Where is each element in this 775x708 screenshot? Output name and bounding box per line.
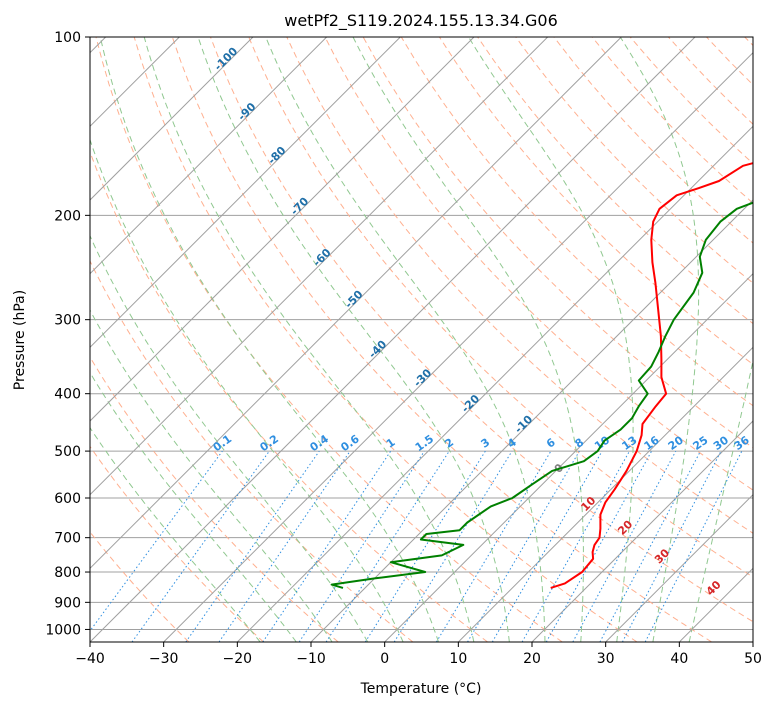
dry-adiabat-line: [133, 37, 638, 642]
mixing-ratio-line: [185, 450, 320, 642]
x-tick-label: 0: [380, 651, 389, 667]
mixing-ratio-line: [393, 450, 513, 642]
moist-adiabat-line: [90, 138, 404, 642]
dry-adiabat-line: [171, 37, 712, 642]
mixing-ratio-line: [491, 450, 603, 642]
dry-adiabats: [90, 37, 753, 642]
y-tick-label: 900: [54, 595, 81, 611]
y-axis-title: Pressure (hPa): [12, 290, 28, 390]
y-axis: 100 200 300 400 500 600 700 800 900 1000: [45, 30, 90, 638]
x-tick-label: −10: [296, 651, 326, 667]
moist-adiabat-line: [99, 37, 439, 642]
moist-adiabat-line: [90, 426, 261, 642]
isotherm-line: [605, 493, 753, 642]
x-tick-label: −20: [223, 651, 253, 667]
dry-adiabat-line: [286, 37, 753, 534]
moist-adiabat-line: [90, 371, 297, 642]
dry-adiabat-line: [90, 445, 264, 642]
y-tick-label: 600: [54, 491, 81, 507]
isotherm-line: [90, 37, 254, 201]
isotherm-line: [90, 37, 696, 642]
x-tick-label: 30: [597, 651, 615, 667]
moist-adiabat-line: [688, 358, 753, 642]
dewpoint-profile: [330, 201, 753, 589]
dry-adiabat-line: [90, 356, 339, 642]
y-tick-label: 200: [54, 208, 81, 224]
y-tick-label: 1000: [45, 622, 81, 638]
y-tick-label: 300: [54, 313, 81, 329]
isotherm-line: [236, 125, 753, 642]
isotherm-line: [163, 51, 753, 642]
dry-adiabat-line: [95, 37, 563, 642]
isotherm-line: [90, 37, 401, 349]
plot-area: 0.1 0.2 0.4 0.6 1 1.5 2 3 4 6 8 10 13 16 20 25 30 36 -100…: [90, 37, 753, 642]
isotherm-grid: [90, 37, 753, 642]
moist-adiabat-line: [265, 37, 546, 642]
isotherm-line: [457, 346, 753, 642]
dry-adiabat-line: [515, 37, 753, 284]
y-tick-label: 400: [54, 387, 81, 403]
mixing-ratio-line: [218, 450, 351, 642]
y-tick-label: 500: [54, 444, 81, 460]
sounding-series: [330, 162, 753, 589]
y-tick-label: 100: [54, 30, 81, 46]
x-axis-title: Temperature (°C): [360, 681, 482, 697]
isotherm-line: [384, 272, 753, 642]
moist-adiabat-line: [143, 37, 475, 642]
mixing-ratio-line: [435, 450, 552, 642]
x-tick-label: 50: [744, 651, 762, 667]
x-axis: −40 −30 −20 −10 0 10 20 30 40 50: [75, 642, 762, 667]
x-tick-label: 10: [449, 651, 467, 667]
mixing-ratio-line: [325, 450, 450, 642]
isotherm-line: [90, 37, 622, 570]
x-tick-label: 20: [523, 651, 541, 667]
moist-adiabat-line: [352, 37, 584, 642]
moist-adiabat-line: [90, 234, 369, 642]
y-tick-label: 700: [54, 531, 81, 547]
mixing-ratio-line: [572, 450, 677, 642]
isotherm-line: [90, 37, 328, 275]
dry-adiabat-line: [248, 37, 753, 578]
mixing-ratio-line: [467, 450, 580, 642]
x-tick-label: −40: [75, 651, 105, 667]
y-tick-label: 800: [54, 565, 81, 581]
isotherm-line: [310, 199, 753, 642]
plot-frame: [89, 36, 754, 643]
mixing-ratio-line: [521, 450, 630, 642]
mixing-ratio-line: [545, 450, 653, 642]
moist-adiabat-line: [197, 37, 510, 642]
temperature-profile: [550, 162, 753, 589]
moist-adiabat-line: [90, 309, 333, 642]
isotherm-line: [531, 420, 753, 642]
dry-adiabat-line: [90, 259, 414, 642]
x-tick-label: 40: [670, 651, 688, 667]
x-tick-label: −30: [149, 651, 179, 667]
dry-adiabat-line: [324, 37, 753, 491]
isotherm-line: [90, 37, 475, 422]
mixing-ratio-line: [364, 450, 486, 642]
isotherm-line: [90, 37, 549, 496]
chart-title: wetPf2_S119.2024.155.13.34.G06: [284, 11, 558, 31]
dry-adiabat-line: [210, 37, 753, 623]
